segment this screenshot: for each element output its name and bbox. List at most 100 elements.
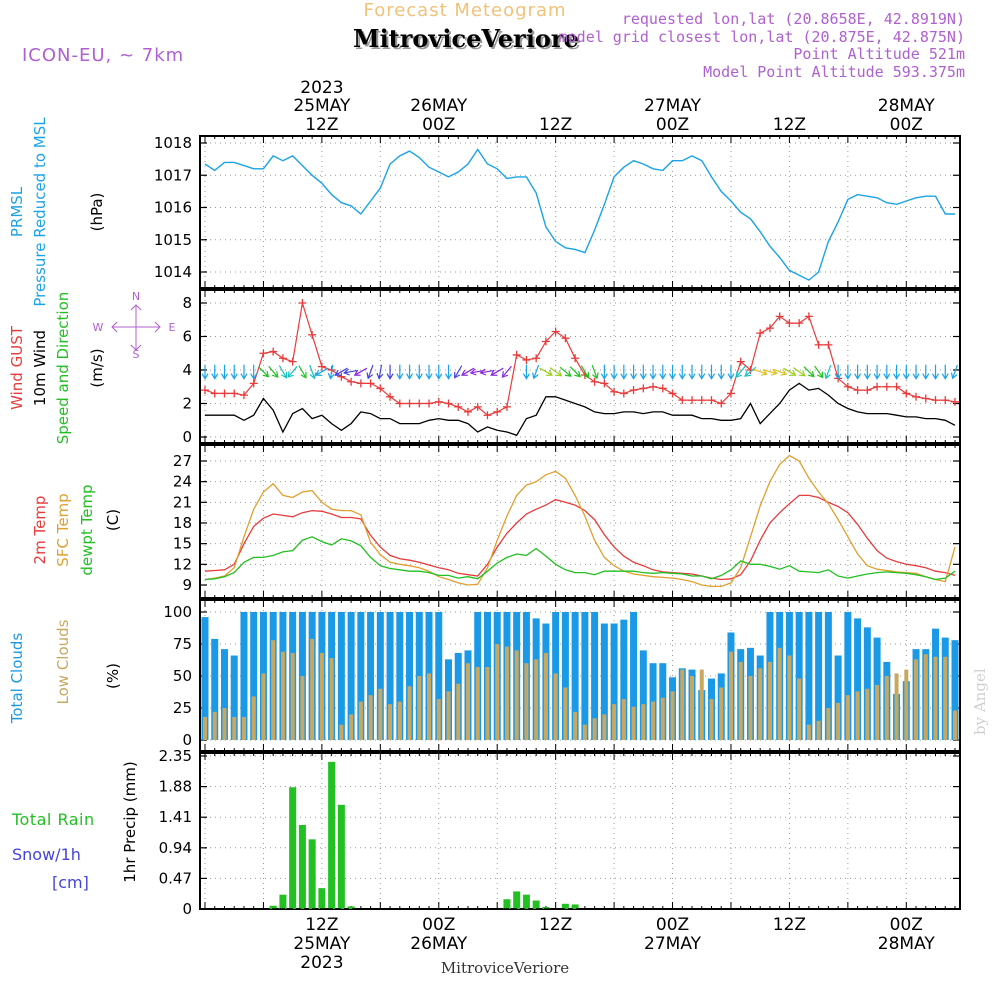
arrow-head — [808, 370, 815, 378]
low-cloud-bar — [495, 644, 500, 740]
rain-bar — [503, 899, 511, 909]
gust-marker — [951, 397, 959, 406]
low-cloud-bar — [767, 661, 772, 740]
y-tick-label: 9 — [182, 576, 192, 594]
arrow-head — [262, 370, 270, 378]
low-cloud-bar — [641, 704, 646, 740]
bottom-time-label: 00Z — [890, 915, 923, 935]
low-cloud-bar — [427, 673, 432, 740]
wind-direction-arrow-icon — [258, 366, 270, 378]
total-cloud-bar — [600, 623, 608, 740]
bottom-time-label: 00Z — [422, 915, 455, 935]
y-tick-label: 1.41 — [159, 808, 192, 826]
gust-marker — [405, 399, 414, 408]
gust-marker — [571, 354, 580, 363]
compass-s: S — [133, 348, 140, 361]
gust-marker — [853, 386, 862, 395]
y-tick-label: 0 — [182, 428, 192, 446]
pressure-panel: 1014 1015 1016 1017 1018 — [154, 134, 961, 289]
low-cloud-bar — [816, 720, 821, 740]
gust-marker — [629, 386, 638, 395]
arrow-head — [610, 373, 618, 380]
wind-direction-arrow-icon — [639, 364, 647, 380]
low-cloud-bar — [261, 673, 266, 740]
temp-unit-label: (C) — [104, 509, 122, 531]
gust-marker — [931, 396, 940, 405]
model-name: ICON-EU, ~ 7km — [22, 45, 184, 66]
wind-direction-arrow-icon — [753, 368, 768, 376]
low-cloud-bar — [855, 691, 860, 740]
gust-marker — [688, 396, 697, 405]
top-time-label: 00Z — [890, 115, 923, 135]
total-cloud-bar — [347, 612, 355, 740]
arrow-head — [386, 373, 394, 380]
dewpt-line — [204, 536, 956, 581]
arrow-head — [620, 373, 628, 380]
wind-panel: 0 2 4 6 8 — [182, 289, 961, 446]
wind-direction-arrow-icon — [435, 364, 443, 380]
low-cloud-bar — [300, 676, 305, 740]
gust-marker — [561, 334, 570, 343]
arrow-shaft — [309, 364, 315, 378]
wind-direction-arrow-icon — [659, 364, 667, 380]
low-cloud-bar — [592, 718, 597, 740]
low-cloud-bar — [388, 704, 393, 740]
arrow-head — [600, 373, 608, 380]
wind-direction-arrow-icon — [559, 366, 572, 377]
arrow-head — [678, 373, 686, 380]
low-cloud-bar — [465, 663, 470, 740]
wind-direction-arrow-icon — [863, 364, 871, 380]
arrow-head — [639, 373, 647, 380]
y-tick-label: 75 — [173, 635, 192, 653]
arrow-head — [343, 368, 350, 376]
arrow-head — [425, 373, 433, 380]
gust-marker — [785, 319, 794, 328]
wind-direction-arrow-icon — [366, 364, 374, 380]
arrow-shaft — [772, 368, 786, 375]
arrow-head — [698, 373, 706, 380]
arrow-shaft — [329, 364, 334, 378]
low-cloud-bar — [806, 724, 811, 740]
low-cloud-bar — [475, 667, 480, 740]
arrow-head — [854, 373, 862, 380]
gust-marker — [824, 340, 833, 349]
arrow-head — [735, 371, 742, 378]
wind-direction-arrow-icon — [669, 364, 677, 380]
y-tick-label: 1015 — [154, 231, 192, 249]
bottom-time-label: 25MAY — [293, 934, 351, 954]
total-cloud-bar — [805, 612, 813, 740]
low-cloud-bar — [534, 659, 539, 740]
arrow-head — [630, 373, 638, 380]
y-tick-label: 6 — [182, 328, 192, 346]
low-cloud-bar — [524, 663, 529, 740]
arrow-shaft — [491, 367, 504, 376]
wind-direction-arrow-icon — [396, 364, 404, 380]
arrow-head — [230, 373, 238, 380]
rain-bar — [532, 900, 540, 909]
low-cloud-bar — [241, 716, 246, 740]
y-tick-label: 50 — [173, 667, 192, 685]
gust-marker — [541, 337, 550, 346]
wind-direction-arrow-icon — [698, 364, 706, 380]
wind-direction-arrow-icon — [298, 365, 307, 379]
rain-bar — [318, 888, 326, 909]
arrow-head — [727, 373, 735, 380]
arrow-shaft — [763, 369, 776, 374]
snow-unit-label: [cm] — [52, 873, 89, 892]
subtitle: Forecast Meteogram — [363, 0, 566, 21]
arrow-head — [309, 372, 317, 380]
total-cloud-bar — [795, 612, 803, 740]
sfc-line — [204, 454, 956, 588]
gust-marker — [201, 386, 209, 395]
wind-direction-arrow-icon — [854, 364, 862, 380]
arrow-head — [564, 370, 572, 377]
arrow-shaft — [258, 366, 269, 377]
arrow-shaft — [549, 367, 561, 376]
dewpt-label: dewpt Temp — [78, 484, 96, 575]
arrow-shaft — [378, 364, 383, 378]
pressure-label-sub: Pressure Reduced to MSL — [31, 117, 49, 307]
arrow-head — [353, 369, 361, 376]
gust-marker — [220, 389, 229, 398]
low-cloud-bar — [865, 688, 870, 740]
wind-direction-arrow-icon — [230, 364, 238, 380]
